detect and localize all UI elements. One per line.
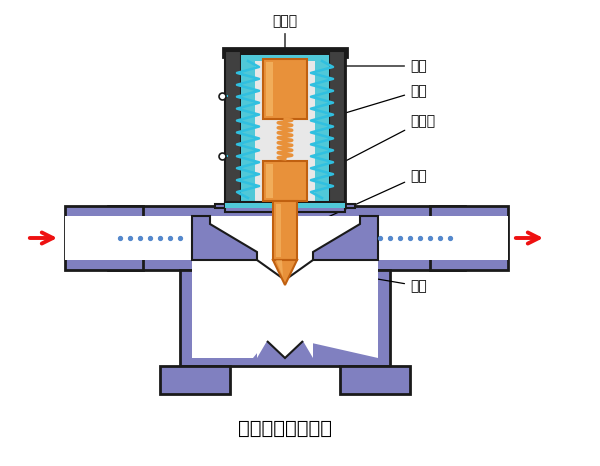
FancyBboxPatch shape	[241, 55, 329, 61]
Text: 弹簧: 弹簧	[336, 59, 427, 73]
Text: 直接控制式电磁阀: 直接控制式电磁阀	[238, 418, 332, 438]
FancyBboxPatch shape	[266, 62, 273, 116]
FancyBboxPatch shape	[225, 203, 345, 208]
FancyBboxPatch shape	[65, 206, 143, 270]
Polygon shape	[257, 260, 313, 358]
Polygon shape	[273, 260, 297, 285]
FancyBboxPatch shape	[225, 202, 345, 212]
FancyBboxPatch shape	[108, 216, 465, 260]
Polygon shape	[192, 216, 257, 260]
FancyBboxPatch shape	[65, 216, 143, 260]
Polygon shape	[313, 216, 378, 260]
FancyBboxPatch shape	[329, 51, 345, 206]
FancyBboxPatch shape	[430, 216, 508, 260]
FancyBboxPatch shape	[340, 366, 410, 394]
FancyBboxPatch shape	[108, 206, 465, 270]
FancyBboxPatch shape	[430, 206, 508, 270]
FancyBboxPatch shape	[223, 48, 347, 57]
FancyBboxPatch shape	[266, 164, 273, 198]
Text: 动铁心: 动铁心	[310, 114, 435, 180]
FancyBboxPatch shape	[160, 366, 230, 394]
FancyBboxPatch shape	[276, 204, 281, 257]
FancyBboxPatch shape	[192, 216, 378, 260]
FancyBboxPatch shape	[215, 204, 355, 208]
FancyBboxPatch shape	[225, 51, 345, 206]
Text: 定铁心: 定铁心	[272, 14, 298, 71]
FancyBboxPatch shape	[263, 161, 307, 201]
Text: 线圈: 线圈	[295, 84, 427, 128]
FancyBboxPatch shape	[180, 270, 390, 366]
FancyBboxPatch shape	[225, 51, 241, 206]
FancyBboxPatch shape	[315, 59, 329, 204]
FancyBboxPatch shape	[241, 59, 255, 204]
Polygon shape	[276, 260, 283, 277]
FancyBboxPatch shape	[273, 201, 297, 260]
FancyBboxPatch shape	[263, 59, 307, 119]
Polygon shape	[192, 260, 378, 358]
Text: 阀座: 阀座	[310, 267, 427, 293]
Text: 阀芯: 阀芯	[299, 169, 427, 230]
